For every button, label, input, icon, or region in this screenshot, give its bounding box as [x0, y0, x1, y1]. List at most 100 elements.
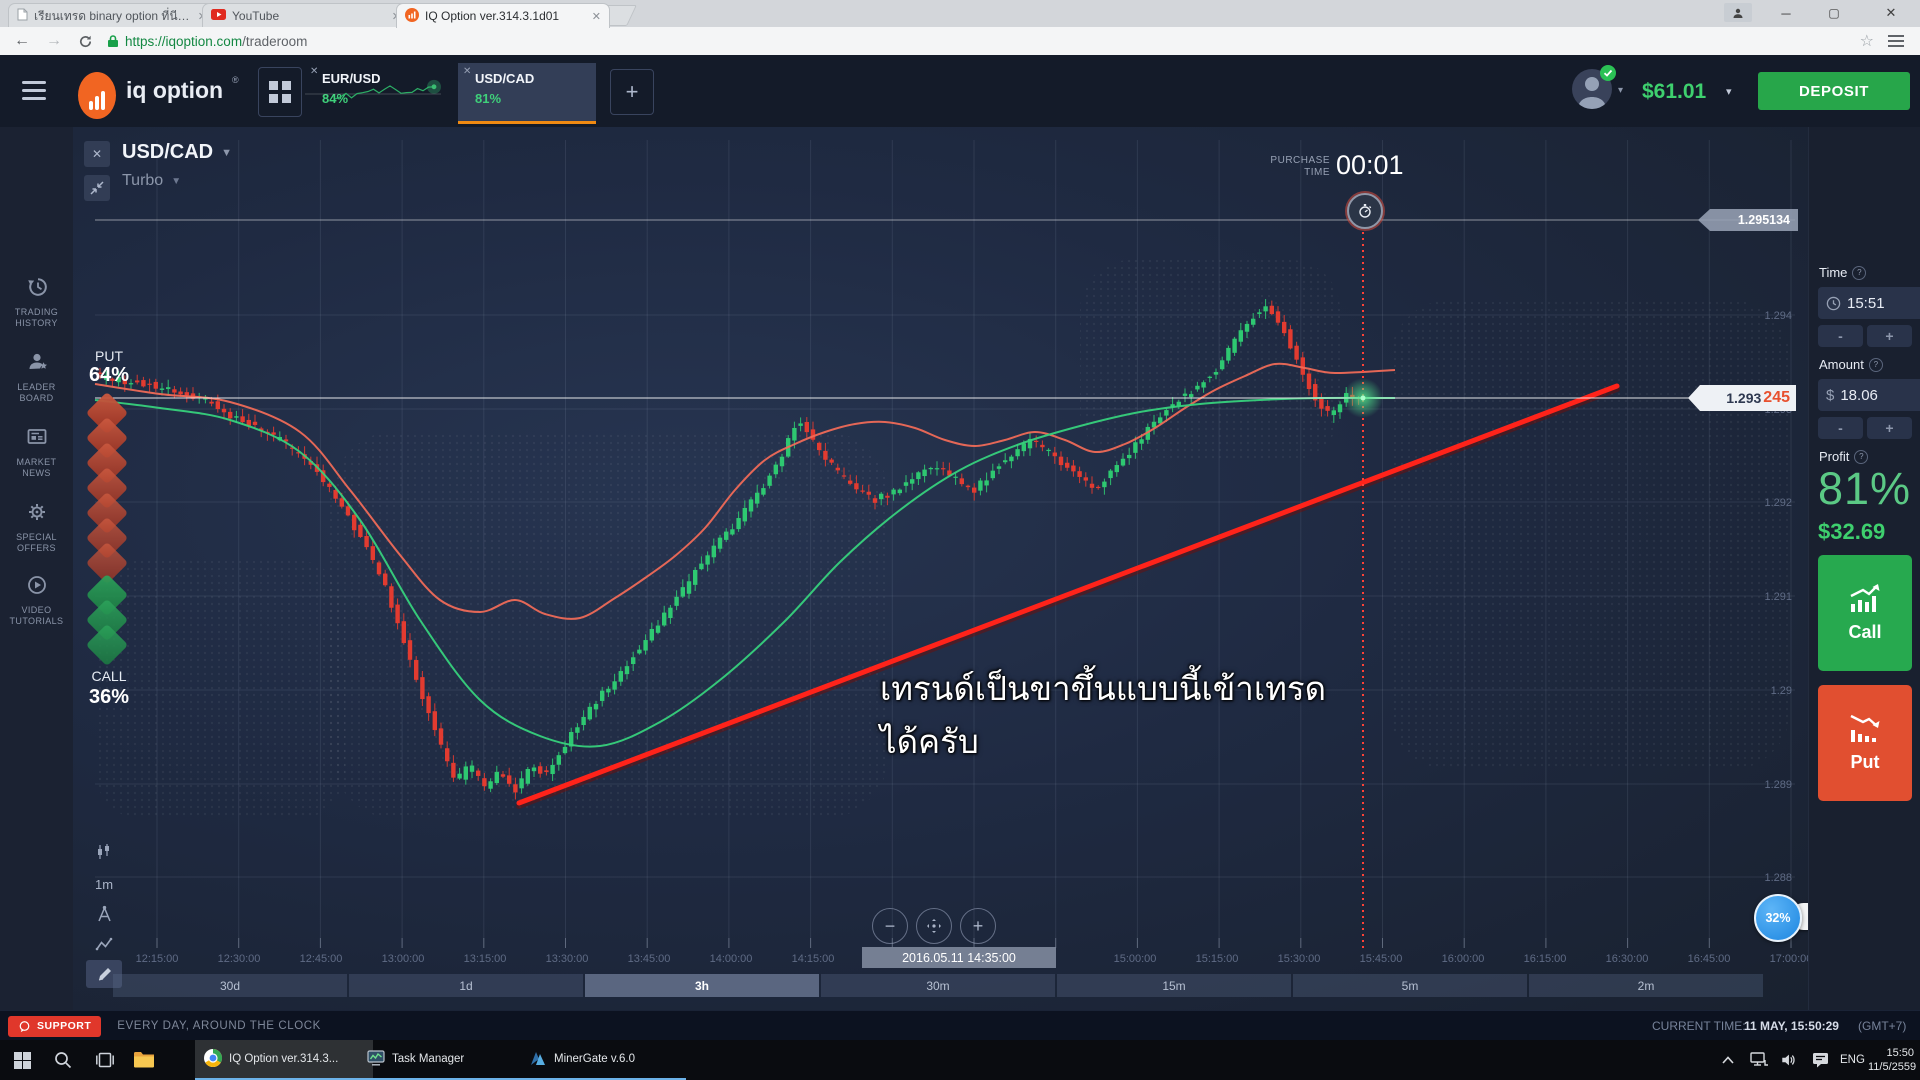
balance[interactable]: $61.01	[1642, 80, 1707, 103]
help-icon[interactable]: ?	[1854, 449, 1869, 464]
sidebar-item-leader-board[interactable]: LEADER BOARD	[0, 350, 73, 404]
network-icon[interactable]	[1750, 1052, 1769, 1068]
x-axis-label: 16:00:00	[1442, 953, 1485, 965]
market-news-icon	[0, 425, 73, 451]
windows-taskbar: IQ Option ver.314.3... Task Manager MinerG…	[0, 1040, 1920, 1080]
upper-price-tag: 1.295134	[1698, 209, 1798, 231]
window-minimize-button[interactable]: ─	[1781, 5, 1791, 21]
time-minus-button[interactable]: -	[1818, 325, 1863, 347]
task-view-icon[interactable]	[96, 1052, 114, 1068]
pair-tab-percent: 84%	[322, 91, 349, 106]
browser-tab[interactable]: IQ Option ver.314.3.1d01 ✕	[396, 3, 610, 28]
forward-button[interactable]: →	[46, 32, 62, 49]
pair-tab-close-icon[interactable]: ✕	[463, 66, 472, 77]
pan-center-button[interactable]	[916, 908, 952, 944]
window-maximize-button[interactable]: ▢	[1828, 6, 1840, 20]
url-path[interactable]: /traderoom	[242, 33, 308, 49]
put-button[interactable]: Put	[1818, 685, 1912, 801]
timeframe-button-5m[interactable]: 5m	[1293, 974, 1527, 997]
tab-close-icon[interactable]: ✕	[591, 10, 601, 23]
amount-plus-button[interactable]: +	[1867, 417, 1912, 439]
draw-pencil-button[interactable]	[86, 960, 122, 988]
pair-tab-eur-usd[interactable]: ✕ EUR/USD 84%	[305, 63, 443, 121]
minergate-icon	[529, 1050, 547, 1069]
time-plus-button[interactable]: +	[1867, 325, 1912, 347]
indicators-button[interactable]	[86, 930, 122, 958]
help-icon[interactable]: ?	[1852, 265, 1867, 280]
chart-collapse-button[interactable]	[84, 175, 110, 201]
x-axis-label: 16:45:00	[1688, 953, 1731, 965]
purchase-time-label: PURCHASE TIME	[1270, 155, 1330, 178]
iqoption-icon	[405, 7, 419, 25]
add-asset-button[interactable]: +	[610, 69, 654, 115]
search-icon[interactable]	[54, 1051, 72, 1069]
sidebar-item-video-tutorials[interactable]: VIDEO TUTORIALS	[0, 573, 73, 627]
chat-icon	[19, 1020, 30, 1032]
person-icon	[1578, 77, 1606, 109]
candle-interval-button[interactable]: 1m	[86, 870, 122, 898]
drawing-compass-button[interactable]	[86, 900, 122, 928]
trend-down-icon	[1850, 714, 1880, 742]
sidebar-item-label: BOARD	[19, 393, 54, 403]
balance-caret-icon[interactable]: ▾	[1726, 86, 1732, 98]
avatar-caret-icon[interactable]: ▾	[1618, 85, 1624, 96]
timeframe-button-30d[interactable]: 30d	[113, 974, 347, 997]
time-input[interactable]: 15:51	[1818, 287, 1920, 319]
sidebar-item-trading-history[interactable]: TRADING HISTORY	[0, 275, 73, 329]
trade-panel: Time? 15:51 - + Amount? $18.06 - + Profi…	[1808, 127, 1920, 1010]
cpu-widget-percent[interactable]: 32%	[1754, 894, 1802, 942]
verified-check-icon	[1600, 65, 1616, 81]
volume-icon[interactable]	[1780, 1052, 1797, 1068]
sidebar-item-special-offers[interactable]: SPECIAL OFFERS	[0, 500, 73, 554]
help-icon[interactable]: ?	[1868, 357, 1883, 372]
tray-language[interactable]: ENG	[1840, 1054, 1865, 1066]
taskbar-app-task-manager[interactable]: Task Manager	[358, 1040, 532, 1080]
asset-grid-button[interactable]	[258, 67, 302, 117]
tray-expand-icon[interactable]	[1722, 1056, 1734, 1064]
timeframe-button-15m[interactable]: 15m	[1057, 974, 1291, 997]
deposit-button[interactable]: DEPOSIT	[1758, 72, 1910, 110]
pencil-icon	[98, 967, 111, 980]
chart-pair-selector[interactable]: USD/CAD ▼	[122, 141, 232, 164]
reload-icon[interactable]	[78, 34, 93, 49]
browser-profile-button[interactable]	[1724, 3, 1752, 22]
taskbar-app-iqoption[interactable]: IQ Option ver.314.3...	[195, 1040, 373, 1080]
url-host[interactable]: https://iqoption.com	[125, 33, 243, 49]
price-chart[interactable]: 12:15:00 12:30:00 12:45:00 13:00:00 13:15:00…	[73, 127, 1808, 1010]
sidebar-item-market-news[interactable]: MARKET NEWS	[0, 425, 73, 479]
pair-tab-label: EUR/USD	[322, 71, 381, 86]
action-center-icon[interactable]	[1812, 1052, 1829, 1068]
timeframe-button-1d[interactable]: 1d	[349, 974, 583, 997]
call-button[interactable]: Call	[1818, 555, 1912, 671]
current-time-zone: (GMT+7)	[1858, 1019, 1907, 1033]
iqoption-logo-icon	[78, 72, 116, 119]
browser-tab[interactable]: YouTube✕	[202, 3, 410, 28]
tray-clock[interactable]: 15:50 11/5/2559	[1868, 1047, 1917, 1073]
chart-type-button[interactable]	[86, 838, 122, 866]
browser-menu-icon[interactable]	[1888, 35, 1904, 47]
timeframe-button-3h[interactable]: 3h	[585, 974, 819, 997]
window-close-button[interactable]: ✕	[1885, 5, 1897, 20]
zoom-in-button[interactable]: +	[960, 908, 996, 944]
amount-input[interactable]: $18.06	[1818, 379, 1920, 411]
start-button-icon[interactable]	[14, 1052, 31, 1069]
taskbar-app-minergate-v-6-0[interactable]: MinerGate v.6.0	[520, 1040, 686, 1080]
current-price-tag: 1.293 245	[1688, 385, 1796, 411]
zoom-out-button[interactable]: −	[872, 908, 908, 944]
browser-tab-title: YouTube	[232, 9, 280, 23]
amount-minus-button[interactable]: -	[1818, 417, 1863, 439]
app-menu-icon[interactable]	[22, 81, 46, 100]
timeframe-button-30m[interactable]: 30m	[821, 974, 1055, 997]
pair-tab-close-icon[interactable]: ✕	[310, 66, 319, 77]
browser-toolbar: ← → https://iqoption.com/traderoom ☆	[0, 27, 1920, 56]
timeframe-button-2m[interactable]: 2m	[1529, 974, 1763, 997]
support-button[interactable]: SUPPORT	[8, 1015, 102, 1037]
pair-tab-usd-cad[interactable]: ✕ USD/CAD 81%	[458, 63, 596, 124]
file-explorer-icon[interactable]	[134, 1051, 154, 1068]
browser-tab[interactable]: เรียนเทรด binary option ที่นี…✕	[8, 3, 216, 28]
back-button[interactable]: ←	[14, 32, 30, 49]
sidebar-item-label: TRADING	[14, 307, 59, 317]
bookmark-star-icon[interactable]: ☆	[1859, 33, 1874, 50]
chart-mode-selector[interactable]: Turbo ▼	[122, 172, 181, 190]
chart-close-button[interactable]: ✕	[84, 141, 110, 167]
